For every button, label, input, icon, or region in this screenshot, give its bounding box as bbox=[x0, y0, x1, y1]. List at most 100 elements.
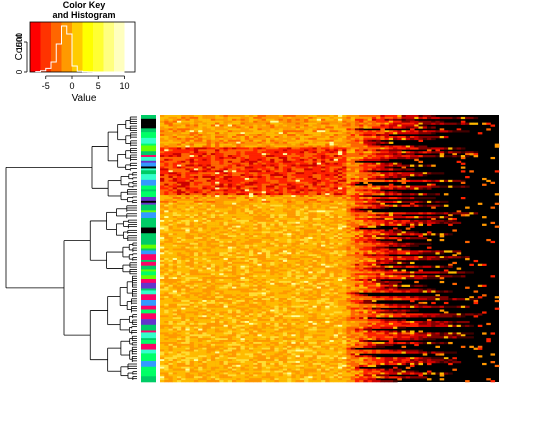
heatmap-cell bbox=[232, 223, 237, 226]
heatmap-cell bbox=[215, 233, 220, 236]
heatmap-cell bbox=[181, 166, 186, 169]
heatmap-cell bbox=[193, 237, 199, 240]
heatmap-cell bbox=[210, 223, 216, 226]
heatmap-cell bbox=[168, 217, 174, 221]
heatmap-cell bbox=[278, 193, 284, 196]
heatmap-cell bbox=[202, 124, 207, 127]
heatmap-cell bbox=[210, 177, 216, 181]
heatmap-cell bbox=[321, 141, 326, 144]
heatmap-cell bbox=[202, 208, 207, 211]
heatmap-cell bbox=[414, 156, 419, 160]
heatmap-cell bbox=[380, 153, 385, 156]
heatmap-cell bbox=[371, 235, 377, 238]
heatmap-cell bbox=[308, 155, 313, 158]
heatmap-cell bbox=[363, 147, 368, 150]
heatmap-cell bbox=[329, 141, 335, 144]
heatmap-cell bbox=[215, 155, 220, 158]
heatmap-cell bbox=[376, 246, 381, 249]
heatmap-cell bbox=[198, 181, 203, 184]
heatmap-cell bbox=[236, 256, 241, 259]
heatmap-cell bbox=[282, 181, 288, 184]
color-key-swatch bbox=[72, 22, 83, 72]
heatmap-cell bbox=[405, 176, 411, 179]
heatmap-cell bbox=[253, 156, 258, 160]
heatmap-cell bbox=[274, 139, 279, 142]
heatmap-cell bbox=[410, 168, 415, 171]
heatmap-cell bbox=[371, 116, 377, 120]
heatmap-cell bbox=[202, 179, 207, 183]
heatmap-cell bbox=[240, 172, 246, 175]
heatmap-cell bbox=[342, 176, 347, 179]
heatmap-cell bbox=[185, 238, 190, 242]
heatmap-cell bbox=[329, 202, 335, 205]
heatmap-cell bbox=[287, 252, 292, 255]
heatmap-cell bbox=[210, 160, 216, 163]
heatmap-cell bbox=[219, 126, 224, 129]
heatmap-cell bbox=[176, 231, 182, 234]
heatmap-cell bbox=[401, 219, 407, 223]
heatmap-cell bbox=[287, 204, 292, 207]
heatmap-cell bbox=[342, 141, 347, 144]
heatmap-cell bbox=[299, 160, 305, 163]
heatmap-cell bbox=[422, 197, 428, 200]
heatmap-cell bbox=[312, 168, 318, 171]
heatmap-cell bbox=[388, 204, 394, 207]
heatmap-cell bbox=[261, 155, 267, 158]
heatmap-cell bbox=[287, 216, 292, 219]
heatmap-cell bbox=[342, 135, 347, 139]
heatmap-cell bbox=[176, 235, 182, 238]
heatmap-cell bbox=[210, 256, 216, 259]
heatmap-cell bbox=[274, 238, 279, 242]
heatmap-cell bbox=[227, 246, 233, 249]
heatmap-cell bbox=[367, 166, 373, 169]
heatmap-cell bbox=[291, 172, 296, 175]
heatmap-cell bbox=[312, 124, 318, 127]
heatmap-cell bbox=[210, 187, 216, 190]
heatmap-cell bbox=[240, 189, 246, 192]
heatmap-cell bbox=[371, 147, 377, 150]
heatmap-cell bbox=[181, 118, 186, 122]
heatmap-cell bbox=[265, 214, 271, 217]
heatmap-cell bbox=[393, 179, 398, 183]
heatmap-cell bbox=[198, 214, 203, 217]
heatmap-cell bbox=[232, 141, 237, 144]
heatmap-cell bbox=[304, 145, 309, 148]
heatmap-cell bbox=[232, 162, 237, 165]
heatmap-cell bbox=[308, 246, 313, 249]
heatmap-cell bbox=[316, 229, 322, 232]
heatmap-cell bbox=[210, 164, 216, 167]
heatmap-cell bbox=[329, 187, 335, 190]
heatmap-cell bbox=[376, 174, 381, 177]
heatmap-cell bbox=[333, 206, 339, 209]
heatmap-cell bbox=[342, 115, 347, 118]
heatmap-cell bbox=[270, 189, 275, 192]
heatmap-cell bbox=[329, 130, 335, 133]
heatmap-cell bbox=[176, 122, 182, 125]
heatmap-cell bbox=[215, 149, 220, 152]
heatmap-cell bbox=[435, 172, 440, 175]
heatmap-cell bbox=[282, 177, 288, 181]
heatmap-cell bbox=[308, 170, 313, 173]
heatmap-cell bbox=[168, 231, 174, 234]
heatmap-cell bbox=[367, 149, 373, 152]
heatmap-cell bbox=[380, 172, 385, 175]
heatmap-cell bbox=[337, 147, 343, 150]
heatmap-cell bbox=[206, 141, 212, 144]
heatmap-cell bbox=[337, 227, 343, 230]
heatmap-cell bbox=[359, 212, 364, 215]
heatmap-cell bbox=[164, 210, 169, 213]
heatmap-cell bbox=[304, 191, 309, 194]
heatmap-cell bbox=[410, 200, 415, 204]
heatmap-cell bbox=[253, 246, 258, 249]
heatmap-cell bbox=[287, 246, 292, 249]
heatmap-cell bbox=[193, 160, 199, 163]
heatmap-cell bbox=[202, 223, 207, 226]
heatmap-cell bbox=[321, 132, 326, 135]
heatmap-cell bbox=[270, 214, 275, 217]
heatmap-cell bbox=[388, 256, 394, 259]
heatmap-cell bbox=[308, 151, 313, 154]
heatmap-cell bbox=[232, 237, 237, 240]
heatmap-cell bbox=[278, 134, 284, 137]
heatmap-cell bbox=[333, 176, 339, 179]
heatmap-cell bbox=[282, 130, 288, 133]
